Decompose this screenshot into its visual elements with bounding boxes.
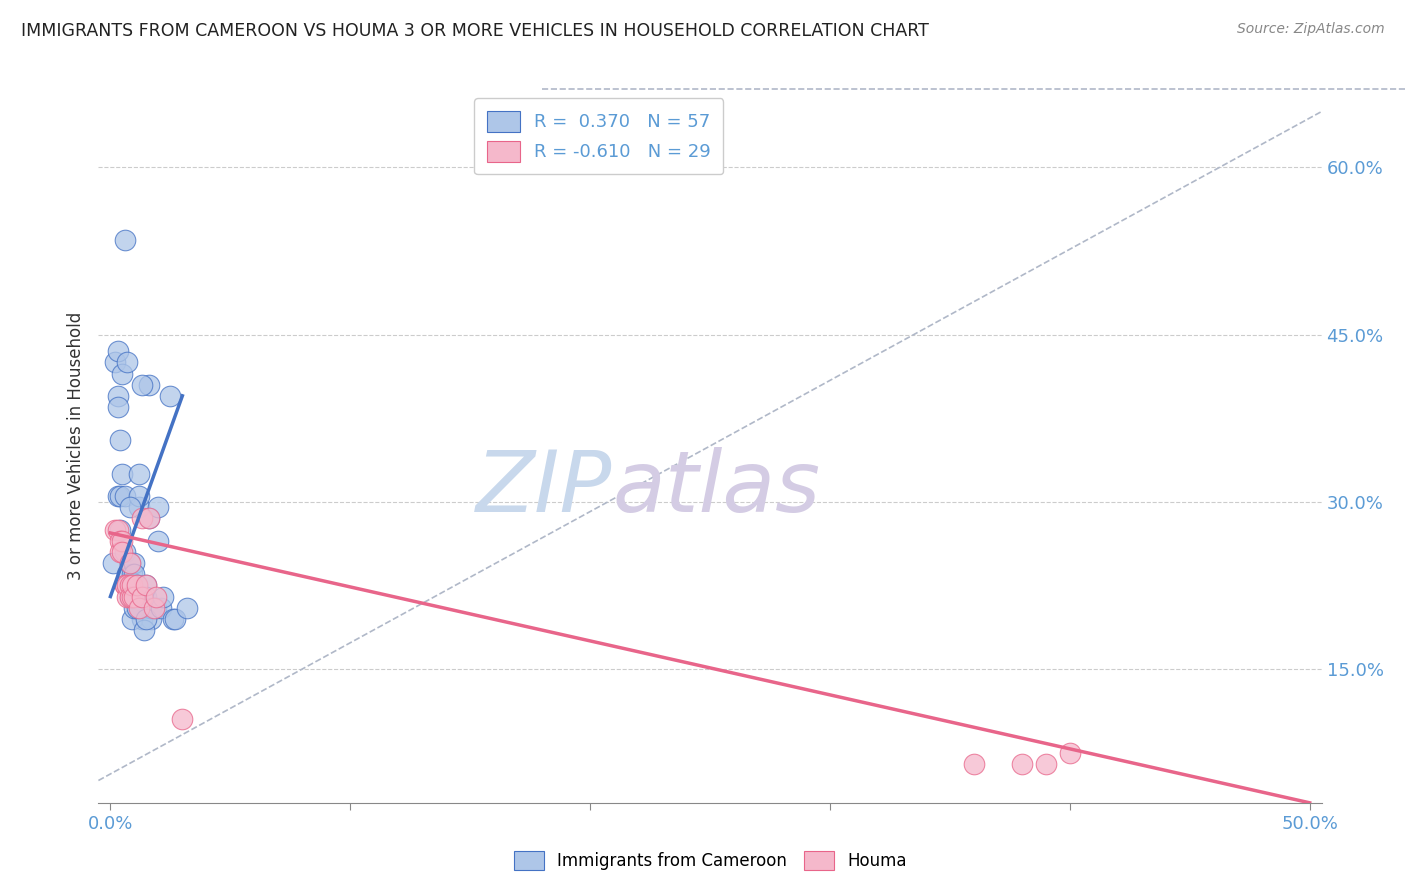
Point	[135, 578, 157, 592]
Point	[118, 590, 141, 604]
Point	[121, 590, 143, 604]
Point	[108, 545, 131, 559]
Text: ZIP: ZIP	[475, 447, 612, 531]
Point	[141, 600, 163, 615]
Point	[107, 489, 129, 503]
Point	[131, 511, 153, 525]
Point	[115, 567, 138, 582]
Point	[1035, 756, 1057, 771]
Point	[104, 355, 127, 369]
Point	[108, 489, 131, 503]
Point	[115, 590, 138, 604]
Point	[118, 556, 141, 570]
Point	[114, 578, 136, 592]
Point	[1059, 746, 1081, 760]
Point	[111, 545, 134, 559]
Point	[118, 578, 141, 592]
Point	[115, 355, 138, 369]
Point	[118, 590, 141, 604]
Point	[145, 590, 167, 604]
Point	[131, 377, 153, 392]
Point	[142, 600, 165, 615]
Point	[131, 612, 153, 626]
Point	[121, 567, 143, 582]
Point	[165, 612, 187, 626]
Y-axis label: 3 or more Vehicles in Household: 3 or more Vehicles in Household	[67, 312, 86, 580]
Point	[108, 533, 131, 548]
Point	[118, 578, 141, 592]
Point	[121, 612, 143, 626]
Point	[138, 511, 160, 525]
Text: atlas: atlas	[612, 447, 820, 531]
Point	[162, 612, 184, 626]
Point	[176, 600, 198, 615]
Point	[114, 578, 136, 592]
Point	[114, 489, 136, 503]
Point	[124, 567, 146, 582]
Point	[125, 578, 148, 592]
Text: IMMIGRANTS FROM CAMEROON VS HOUMA 3 OR MORE VEHICLES IN HOUSEHOLD CORRELATION CH: IMMIGRANTS FROM CAMEROON VS HOUMA 3 OR M…	[21, 22, 929, 40]
Point	[124, 600, 146, 615]
Point	[114, 233, 136, 247]
Point	[149, 600, 172, 615]
Point	[111, 467, 134, 481]
Point	[118, 556, 141, 570]
Point	[172, 712, 194, 726]
Text: Source: ZipAtlas.com: Source: ZipAtlas.com	[1237, 22, 1385, 37]
Point	[128, 500, 150, 515]
Point	[131, 590, 153, 604]
Point	[131, 600, 153, 615]
Point	[124, 590, 146, 604]
Point	[145, 600, 167, 615]
Point	[107, 389, 129, 403]
Point	[107, 344, 129, 359]
Point	[125, 590, 148, 604]
Point	[108, 434, 131, 448]
Point	[132, 623, 155, 637]
Point	[135, 590, 157, 604]
Point	[125, 600, 148, 615]
Point	[132, 600, 155, 615]
Point	[115, 578, 138, 592]
Point	[128, 600, 150, 615]
Point	[1011, 756, 1033, 771]
Point	[128, 467, 150, 481]
Point	[121, 578, 143, 592]
Point	[141, 612, 163, 626]
Point	[963, 756, 986, 771]
Point	[124, 590, 146, 604]
Point	[107, 400, 129, 414]
Point	[148, 500, 170, 515]
Point	[121, 578, 143, 592]
Point	[148, 533, 170, 548]
Point	[152, 590, 174, 604]
Point	[159, 389, 181, 403]
Point	[118, 500, 141, 515]
Point	[115, 578, 138, 592]
Point	[115, 578, 138, 592]
Point	[135, 612, 157, 626]
Point	[107, 523, 129, 537]
Point	[114, 545, 136, 559]
Point	[128, 489, 150, 503]
Point	[101, 556, 124, 570]
Point	[108, 523, 131, 537]
Legend: Immigrants from Cameroon, Houma: Immigrants from Cameroon, Houma	[503, 841, 917, 880]
Point	[138, 511, 160, 525]
Point	[135, 578, 157, 592]
Point	[124, 556, 146, 570]
Point	[104, 523, 127, 537]
Point	[138, 377, 160, 392]
Point	[121, 578, 143, 592]
Point	[125, 578, 148, 592]
Point	[111, 367, 134, 381]
Point	[111, 533, 134, 548]
